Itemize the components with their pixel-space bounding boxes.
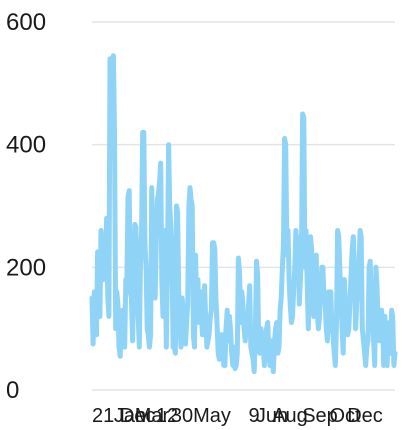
series-line	[89, 53, 398, 375]
x-tick-label: May	[193, 405, 231, 427]
y-tick-label: 400	[6, 132, 46, 159]
y-tick-label: 0	[6, 377, 19, 404]
x-tick-label: 9	[248, 405, 259, 427]
x-tick-label: Jan	[114, 405, 146, 427]
x-tick-label: Mar	[135, 405, 170, 427]
series	[89, 53, 398, 375]
x-tick-label: Oct	[329, 405, 361, 427]
x-tick-label: 30	[171, 405, 193, 427]
x-tick-label: Sep	[302, 405, 338, 427]
x-tick-label: 21 Dec	[92, 405, 155, 427]
x-tick-label: 12	[156, 405, 178, 427]
x-tick-label: Dec	[347, 405, 383, 427]
y-tick-label: 200	[6, 254, 46, 281]
x-tick-label: Jun	[256, 405, 288, 427]
y-tick-label: 600	[6, 9, 46, 36]
x-tick-label: Aug	[272, 405, 308, 427]
y-axis-ticks: 0 200 400 600	[6, 9, 46, 404]
